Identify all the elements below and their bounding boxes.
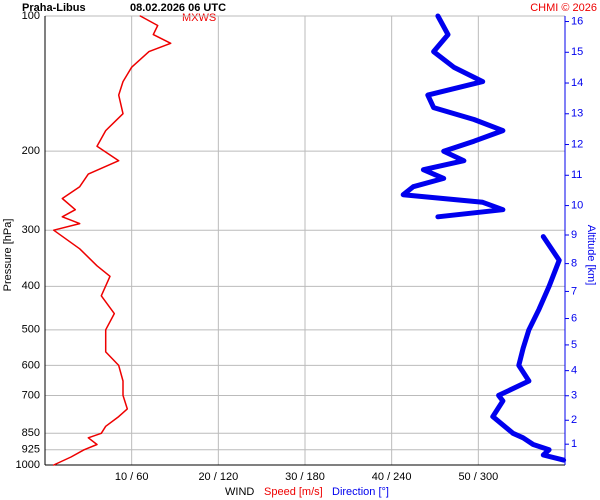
chart-subtitle: 08.02.2026 06 UTC: [130, 2, 226, 14]
data-line: [400, 13, 567, 463]
x-tick-label: 40 / 240: [372, 471, 412, 483]
y-axis-label: Pressure [hPa]: [2, 219, 14, 292]
y-tick-label: 100: [22, 10, 40, 22]
y2-tick-label: 7: [571, 285, 577, 297]
legend-entry: Direction [°]: [332, 486, 389, 498]
annotation: MXWS: [182, 12, 216, 24]
x-axis-label: WIND: [225, 486, 254, 498]
y2-tick-label: 1: [571, 438, 577, 450]
data-line: [52, 15, 172, 466]
y2-tick-label: 2: [571, 414, 577, 426]
y2-tick-label: 15: [571, 46, 583, 58]
y2-tick-label: 3: [571, 390, 577, 402]
y-tick-label: 850: [22, 427, 40, 439]
x-tick-label: 10 / 60: [115, 471, 149, 483]
x-tick-label: 50 / 300: [458, 471, 498, 483]
x-tick-label: 30 / 180: [285, 471, 325, 483]
y-tick-label: 400: [22, 280, 40, 292]
y2-tick-label: 10: [571, 199, 583, 211]
y2-tick-label: 14: [571, 77, 583, 89]
y2-tick-label: 4: [571, 365, 577, 377]
chart-title: Praha-Libus: [22, 2, 86, 14]
y2-tick-label: 9: [571, 229, 577, 241]
y2-tick-label: 6: [571, 312, 577, 324]
y-tick-label: 700: [22, 389, 40, 401]
y2-tick-label: 13: [571, 108, 583, 120]
y-tick-label: 925: [22, 444, 40, 456]
y2-axis-label: Altitude [km]: [585, 225, 597, 286]
y2-tick-label: 12: [571, 138, 583, 150]
y-tick-label: 600: [22, 359, 40, 371]
credit: CHMI © 2026: [530, 2, 597, 14]
legend-entry: Speed [m/s]: [264, 486, 323, 498]
y2-tick-label: 11: [571, 169, 582, 181]
y2-tick-label: 8: [571, 258, 577, 270]
y-tick-label: 200: [22, 145, 40, 157]
y2-tick-label: 16: [571, 15, 583, 27]
x-tick-label: 20 / 120: [198, 471, 238, 483]
y-tick-label: 500: [22, 324, 40, 336]
y-tick-label: 1000: [16, 459, 40, 471]
y2-tick-label: 5: [571, 339, 577, 351]
y-tick-label: 300: [22, 224, 40, 236]
